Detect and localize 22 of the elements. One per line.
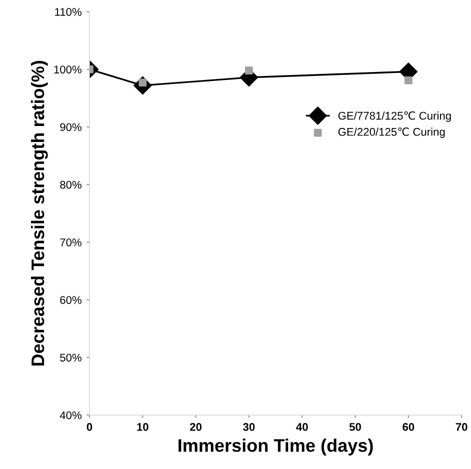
y-tick-label: 100% xyxy=(54,66,82,74)
point xyxy=(245,66,253,74)
legend-label: GE/220/125℃ Curing xyxy=(338,127,445,138)
x-tick-label: 70 xyxy=(456,422,468,431)
x-tick-label: 50 xyxy=(349,422,361,431)
x-tick-label: 40 xyxy=(296,422,308,431)
legend-label: GE/7781/125℃ Curing xyxy=(338,111,451,122)
point xyxy=(404,76,412,84)
x-axis-title: Immersion Time (days) xyxy=(178,438,373,456)
x-tick-label: 30 xyxy=(243,422,255,431)
x-tick-label: 60 xyxy=(402,422,414,431)
y-tick-label: 70% xyxy=(60,238,82,246)
y-tick-label: 60% xyxy=(60,296,82,304)
y-tick-label: 110% xyxy=(55,8,82,16)
x-tick-label: 0 xyxy=(86,422,92,431)
y-tick-label: 50% xyxy=(60,354,82,362)
x-tick-label: 20 xyxy=(190,422,202,431)
x-tick-label: 10 xyxy=(137,422,148,431)
y-tick-label: 40% xyxy=(60,411,82,420)
y-tick-label: 80% xyxy=(60,180,82,189)
y-tick-label: 90% xyxy=(60,123,82,132)
y-axis-title: Decreased Tensile strength ratio(%) xyxy=(30,60,48,366)
